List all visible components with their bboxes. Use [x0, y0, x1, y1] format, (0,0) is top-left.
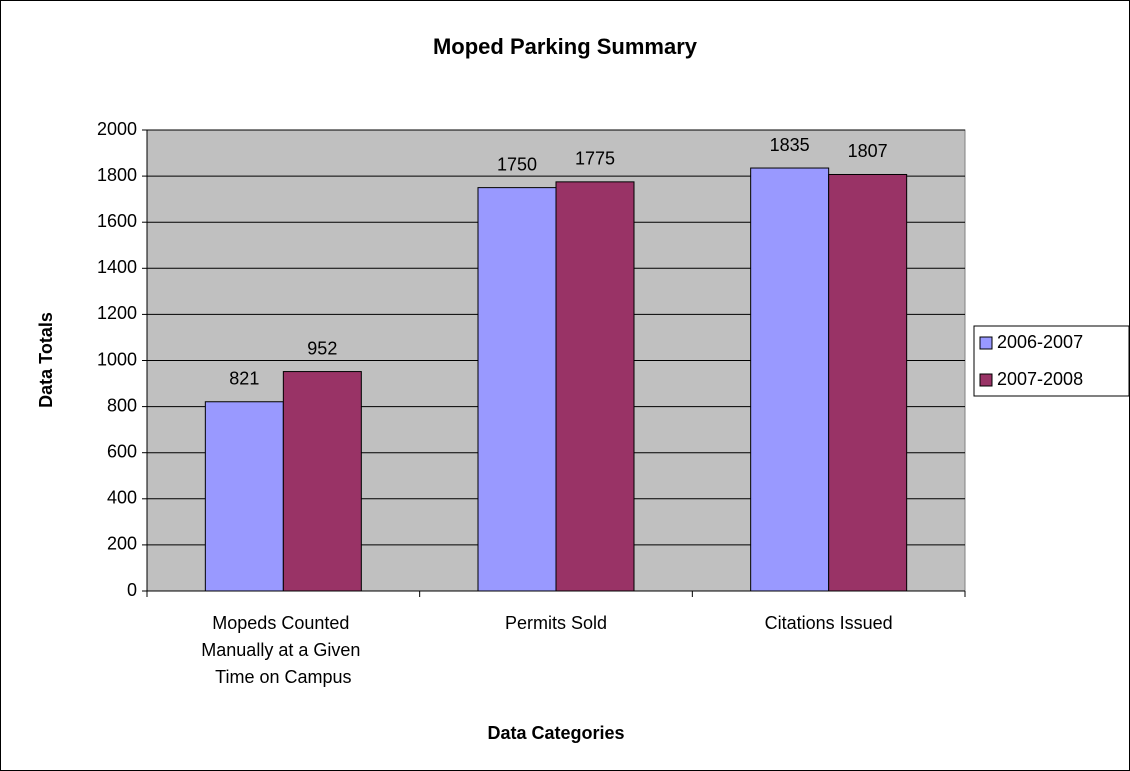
y-tick-label: 400 — [107, 488, 137, 508]
y-tick-label: 1400 — [97, 257, 137, 277]
y-axis-title: Data Totals — [36, 312, 56, 408]
legend-swatch — [979, 336, 993, 350]
bar — [555, 181, 635, 592]
y-tick-label: 1200 — [97, 303, 137, 323]
y-tick-label: 0 — [127, 580, 137, 600]
data-label: 821 — [229, 369, 259, 389]
data-label: 1807 — [848, 141, 888, 161]
y-tick-label: 1800 — [97, 165, 137, 185]
x-tick-label: Citations Issued — [765, 613, 893, 633]
y-tick-label: 2000 — [97, 119, 137, 139]
bar — [750, 167, 830, 592]
y-tick-label: 1000 — [97, 349, 137, 369]
legend-label: 2007-2008 — [997, 369, 1083, 389]
data-label: 1750 — [497, 154, 537, 174]
x-tick-label: Permits Sold — [505, 613, 607, 633]
y-tick-label: 800 — [107, 395, 137, 415]
bar — [828, 173, 908, 592]
chart-title: Moped Parking Summary — [433, 34, 698, 59]
bar — [204, 401, 284, 592]
data-label: 1775 — [575, 149, 615, 169]
x-axis-title: Data Categories — [487, 723, 624, 743]
bar — [477, 187, 557, 592]
legend-box — [973, 325, 1130, 397]
y-tick-label: 1600 — [97, 211, 137, 231]
data-label: 952 — [307, 338, 337, 358]
data-label: 1835 — [770, 135, 810, 155]
x-tick-label: Mopeds Counted Manually at a Given Time … — [201, 613, 365, 687]
y-tick-label: 200 — [107, 534, 137, 554]
legend-swatch — [979, 373, 993, 387]
y-tick-label: 600 — [107, 441, 137, 461]
bar — [282, 371, 362, 592]
legend-label: 2006-2007 — [997, 332, 1083, 352]
